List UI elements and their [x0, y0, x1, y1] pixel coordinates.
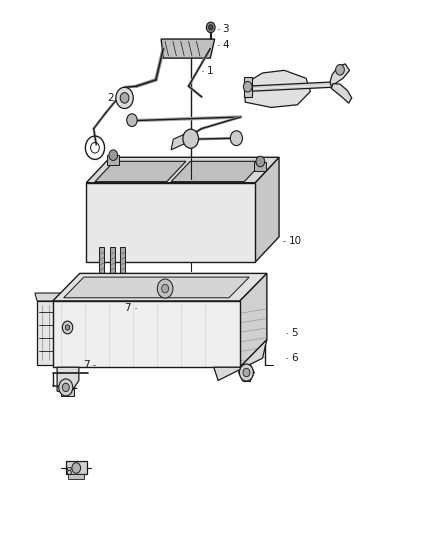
Polygon shape — [240, 273, 267, 367]
Text: 3: 3 — [223, 24, 229, 34]
Circle shape — [256, 156, 265, 167]
Text: 7: 7 — [83, 360, 90, 369]
Polygon shape — [330, 64, 350, 86]
Text: 10: 10 — [289, 236, 302, 246]
Circle shape — [127, 114, 137, 126]
Polygon shape — [214, 340, 267, 381]
Circle shape — [116, 87, 133, 109]
Bar — [60, 389, 74, 397]
Polygon shape — [64, 277, 249, 298]
Circle shape — [336, 64, 344, 75]
Text: 7: 7 — [124, 303, 131, 313]
Polygon shape — [37, 301, 78, 365]
Text: 1: 1 — [207, 67, 213, 76]
Polygon shape — [171, 161, 263, 182]
Bar — [99, 247, 104, 276]
Bar — [110, 247, 115, 276]
Circle shape — [208, 25, 213, 30]
Circle shape — [162, 284, 169, 293]
Circle shape — [120, 93, 129, 103]
Polygon shape — [53, 273, 267, 301]
Circle shape — [240, 364, 253, 381]
Bar — [254, 161, 266, 171]
Circle shape — [59, 379, 73, 396]
Bar — [53, 301, 240, 367]
Polygon shape — [245, 82, 332, 92]
Text: 8: 8 — [66, 467, 72, 477]
Polygon shape — [255, 157, 279, 262]
Text: 4: 4 — [223, 40, 229, 50]
Text: 5: 5 — [291, 328, 297, 338]
Polygon shape — [35, 293, 83, 301]
Polygon shape — [171, 131, 191, 150]
Circle shape — [62, 383, 69, 392]
Polygon shape — [86, 157, 279, 183]
Text: 6: 6 — [291, 353, 297, 362]
Bar — [66, 461, 87, 474]
Circle shape — [206, 22, 215, 33]
Circle shape — [72, 463, 81, 473]
Circle shape — [243, 368, 250, 377]
Text: 2: 2 — [107, 93, 114, 103]
Circle shape — [109, 150, 117, 160]
Polygon shape — [161, 39, 215, 58]
Polygon shape — [95, 161, 186, 182]
Polygon shape — [331, 84, 352, 103]
Bar — [120, 247, 125, 276]
Bar — [68, 474, 84, 479]
Circle shape — [62, 321, 73, 334]
Polygon shape — [244, 77, 252, 97]
Polygon shape — [245, 70, 311, 108]
Polygon shape — [57, 367, 79, 394]
Circle shape — [65, 325, 70, 330]
Bar — [86, 183, 255, 262]
Bar — [107, 155, 119, 165]
Circle shape — [183, 129, 198, 148]
Circle shape — [230, 131, 243, 146]
Circle shape — [157, 279, 173, 298]
Circle shape — [244, 82, 252, 92]
